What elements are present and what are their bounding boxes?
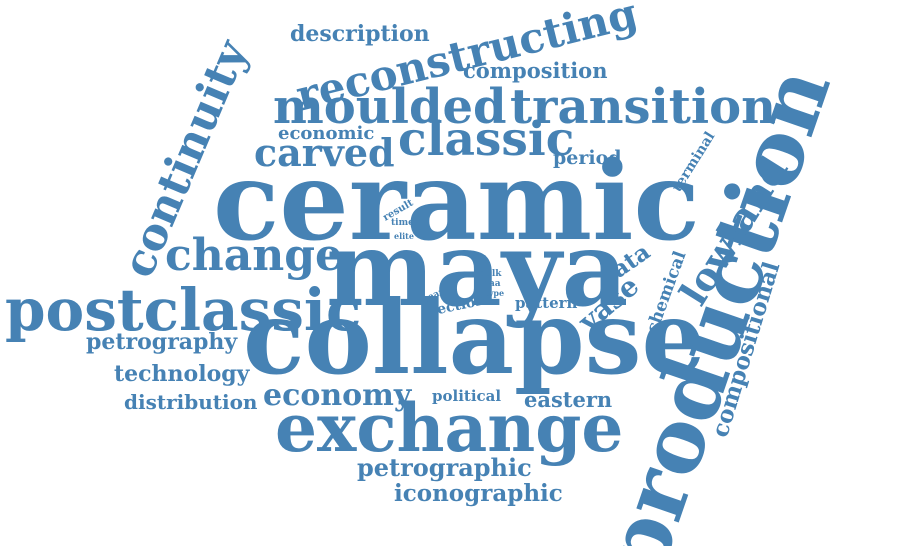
word-elite: elite [394,231,414,241]
word-technology: technology [114,361,250,387]
word-petrography: petrography [86,329,238,355]
word-economic: economic [278,123,375,144]
word-petrographic: petrographic [357,453,532,482]
word-moulded: moulded [273,79,507,135]
word-inaa: inaa [479,279,501,289]
word-time: time [391,218,414,228]
word-carved: carved [254,130,395,175]
word-type: type [485,288,505,298]
word-bulk: bulk [479,269,502,279]
word-period: period [553,147,622,169]
word-political: political [432,387,502,405]
word-distribution: distribution [124,390,258,414]
word-eastern: eastern [524,387,613,412]
word-site: site [472,252,487,261]
word-composition: composition [463,58,608,83]
word-pattern: pattern [515,294,578,312]
word-maya: maya [326,209,629,330]
word-classic: classic [398,112,575,167]
word-change: change [165,230,344,281]
word-transition: transition [510,79,777,135]
word-collapse: collapse [243,278,706,397]
word-postclassic: postclassic [5,276,362,344]
word-description: description [290,21,430,47]
word-exchange: exchange [275,389,624,467]
word-ceramic: ceramic [213,137,700,265]
word-economy: economy [263,378,412,413]
word-iconographic: iconographic [394,480,563,507]
